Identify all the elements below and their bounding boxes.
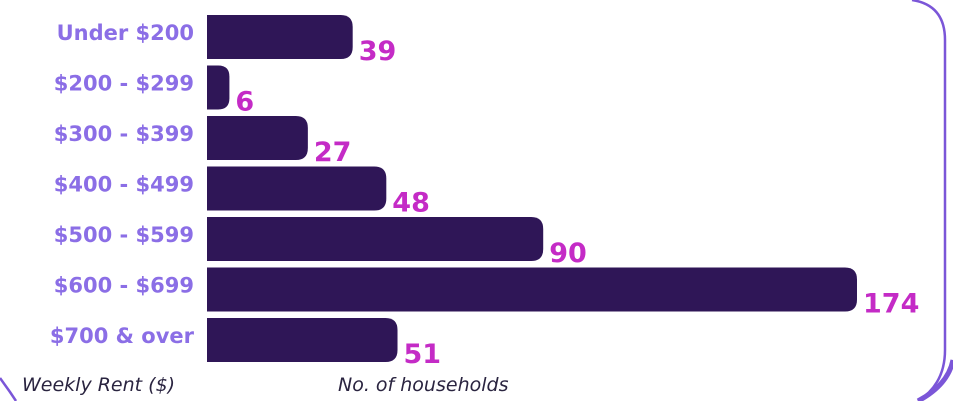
category-labels-group: Under $200 $200 - $299 $300 - $399 $400 - $… [50,21,195,348]
bar [207,15,353,59]
category-label: Under $200 [57,21,194,45]
value-label: 6 [235,87,254,118]
category-label: $700 & over [50,324,195,348]
y-axis-title: Weekly Rent ($) [22,374,176,396]
value-label: 174 [863,289,919,320]
category-label: $200 - $299 [54,72,194,96]
value-label: 90 [549,238,587,269]
value-label: 27 [314,137,352,168]
category-label: $500 - $599 [54,223,194,247]
value-labels-group: 39 6 27 48 90 174 51 [235,36,919,370]
bar [207,267,857,312]
bar [207,217,544,261]
value-label: 39 [359,36,397,67]
bar [207,116,308,160]
category-label: $600 - $699 [54,274,194,298]
bar [207,318,398,362]
bar [207,65,230,110]
bars-group [207,15,857,362]
category-label: $400 - $499 [54,173,194,197]
bar [207,166,387,211]
category-label: $300 - $399 [54,122,194,146]
x-axis-title: No. of households [338,374,509,396]
value-label: 51 [404,339,442,370]
value-label: 48 [392,188,430,219]
